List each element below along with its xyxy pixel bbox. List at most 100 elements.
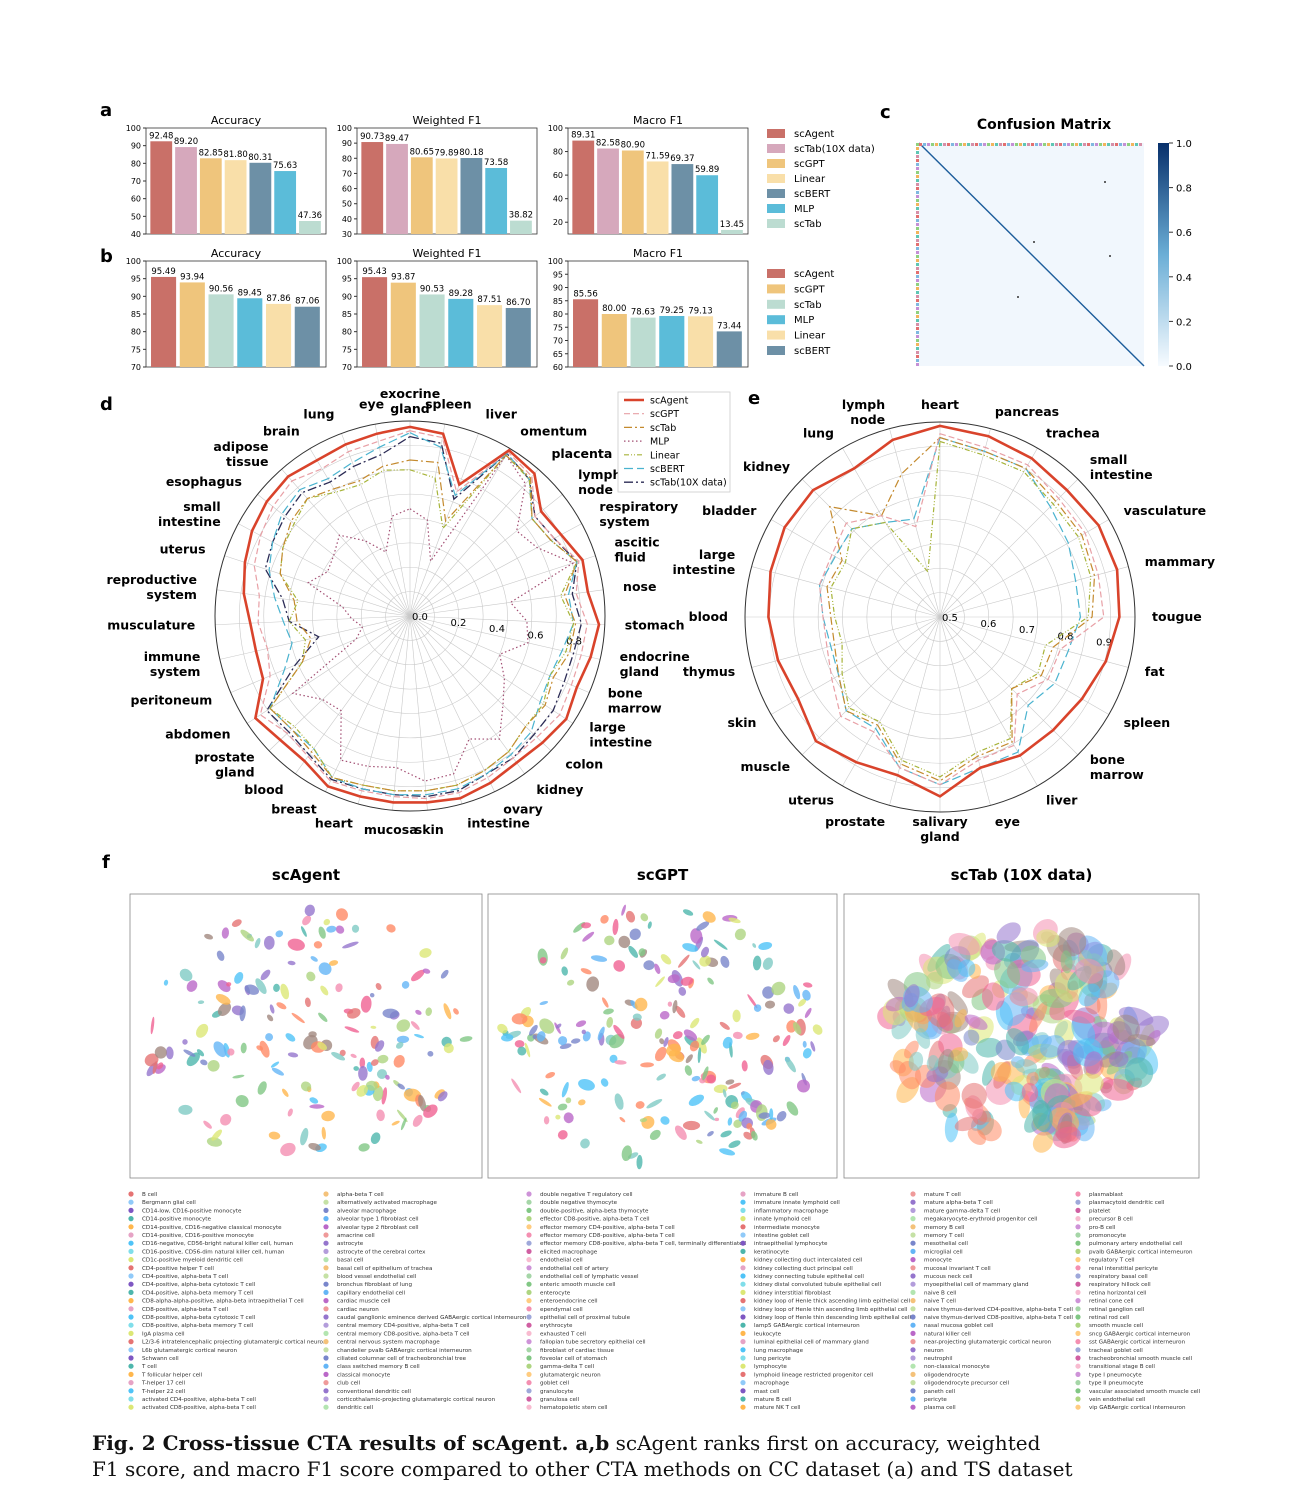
celltype-label: foveolar cell of stomach: [540, 1356, 608, 1362]
radar-spoke: [751, 566, 941, 618]
umap-cluster: [365, 1080, 378, 1091]
bar-value-label: 87.86: [266, 294, 290, 304]
y-tick-label: 75: [342, 345, 352, 354]
radar-spoke: [409, 448, 511, 617]
umap-cluster: [672, 999, 678, 1014]
celltype-label: pro-B cell: [1089, 1225, 1116, 1231]
umap-cluster: [981, 982, 1005, 1011]
umap-cluster: [804, 1007, 812, 1018]
celltype-label: alveolar macrophage: [337, 1208, 397, 1214]
celltype-swatch: [323, 1207, 329, 1213]
umap-cluster: [257, 1081, 267, 1095]
umap-cluster: [265, 1033, 274, 1042]
celltype-swatch: [526, 1404, 532, 1410]
bar-title: Weighted F1: [413, 114, 482, 127]
off-diagonal-cell: [1033, 241, 1035, 243]
umap-cluster: [347, 1008, 361, 1019]
umap-cluster: [1109, 1051, 1129, 1068]
celltype-swatch: [910, 1191, 916, 1197]
celltype-label: tracheal goblet cell: [1089, 1348, 1143, 1354]
umap-cluster: [235, 1095, 249, 1108]
radar-spoke: [842, 616, 941, 787]
panel-letter-e: e: [748, 388, 760, 409]
umap-cluster: [659, 1038, 665, 1045]
celltype-swatch: [740, 1388, 746, 1394]
radar-category-label: trachea: [1046, 425, 1100, 440]
radar-category-label: heart: [315, 815, 353, 830]
umap-cluster: [682, 1120, 701, 1131]
celltype-swatch: [128, 1404, 134, 1410]
umap-cluster: [1004, 1081, 1026, 1102]
celltype-label: microglial cell: [924, 1249, 963, 1255]
bar-scBERT: [505, 307, 531, 367]
bar-value-label: 90.73: [360, 132, 384, 142]
celltype-label: enterocyte: [540, 1290, 571, 1296]
umap-cluster: [195, 1023, 209, 1038]
umap-cluster: [975, 1037, 1003, 1058]
celltype-swatch: [910, 1306, 916, 1312]
umap-cluster: [560, 947, 569, 960]
umap-cluster: [990, 1061, 1012, 1082]
umap-cluster: [300, 1081, 312, 1092]
radar-spoke: [939, 616, 1038, 787]
celltype-swatch: [128, 1240, 134, 1246]
y-tick-label: 85: [342, 310, 352, 319]
celltype-swatch: [1075, 1371, 1081, 1377]
celltype-swatch: [740, 1289, 746, 1295]
umap-cluster: [285, 1033, 296, 1042]
radar-r-tick: 0.9: [1096, 637, 1112, 648]
celltype-label: double negative T regulatory cell: [540, 1192, 633, 1198]
umap-cluster: [659, 1010, 670, 1020]
celltype-swatch: [526, 1380, 532, 1386]
celltype-label: club cell: [337, 1381, 361, 1387]
celltype-label: CD4-positive, alpha-beta T cell: [142, 1274, 228, 1280]
umap-cluster: [713, 939, 728, 950]
celltype-swatch: [910, 1273, 916, 1279]
celltype-swatch: [526, 1273, 532, 1279]
colorbar-tick-label: 0.0: [1176, 362, 1192, 373]
celltype-swatch: [526, 1191, 532, 1197]
radar-spoke: [281, 468, 411, 617]
umap-cluster: [603, 1008, 614, 1015]
celltype-swatch: [1075, 1396, 1081, 1402]
y-tick-label: 85: [131, 310, 141, 319]
celltype-label: enteroendocrine cell: [540, 1299, 598, 1305]
umap-cluster: [654, 963, 661, 975]
bar-scGPT: [601, 314, 627, 367]
celltype-label: alpha-beta T cell: [337, 1192, 384, 1198]
label-strip-x: [1139, 143, 1142, 146]
radar-spoke: [939, 478, 1079, 618]
y-tick-label: 40: [553, 195, 563, 204]
umap-cluster: [692, 960, 701, 970]
umap-cluster: [335, 983, 343, 993]
celltype-swatch: [526, 1224, 532, 1230]
umap-cluster: [600, 1078, 609, 1087]
umap-cluster: [570, 1038, 581, 1044]
radar-spoke: [801, 478, 941, 618]
radar-spoke: [295, 615, 411, 774]
celltype-label: luminal epithelial cell of mammary gland: [754, 1340, 869, 1346]
celltype-swatch: [1075, 1199, 1081, 1205]
umap-cluster: [727, 1117, 733, 1126]
umap-cluster: [377, 1069, 387, 1079]
label-strip-y: [916, 287, 919, 290]
y-tick-label: 80: [342, 328, 352, 337]
label-strip-y: [916, 335, 919, 338]
celltype-swatch: [740, 1363, 746, 1369]
umap-cluster: [635, 1101, 645, 1109]
label-strip-x: [1047, 143, 1050, 146]
panel-letter-f: f: [102, 852, 110, 873]
umap-cluster: [684, 1065, 693, 1076]
umap-cluster: [690, 928, 703, 944]
celltype-swatch: [323, 1232, 329, 1238]
umap-cluster: [565, 1097, 572, 1104]
celltype-swatch: [1075, 1216, 1081, 1222]
umap-cluster: [614, 1060, 627, 1065]
umap-cluster: [725, 1079, 735, 1085]
umap-cluster: [675, 1005, 686, 1018]
celltype-label: fallopian tube secretory epithelial cell: [540, 1340, 646, 1346]
radar-category-label: reproductive system: [106, 572, 197, 602]
umap-cluster: [501, 1033, 514, 1042]
umap-cluster: [239, 1005, 246, 1022]
celltype-swatch: [323, 1273, 329, 1279]
